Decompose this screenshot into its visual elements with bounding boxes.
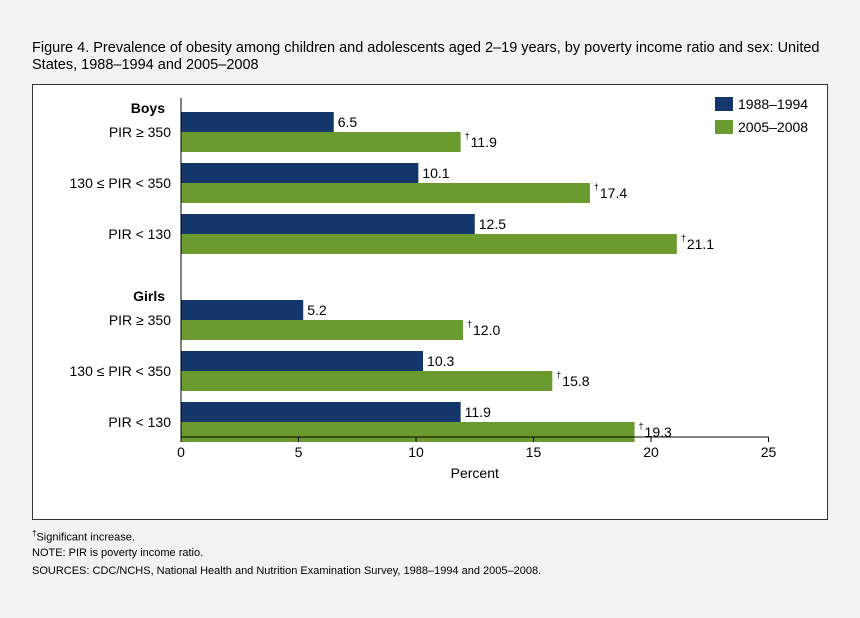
x-tick-label: 0	[177, 444, 185, 460]
significance-mark: †	[467, 319, 472, 329]
bar-series1	[181, 351, 424, 371]
significance-mark: †	[681, 233, 686, 243]
data-label: 21.1	[687, 236, 714, 252]
bar-series2	[181, 234, 677, 254]
x-axis-title: Percent	[451, 465, 499, 481]
category-label: PIR ≥ 350	[109, 124, 171, 140]
legend-label: 2005–2008	[738, 119, 808, 135]
footnote-sources: SOURCES: CDC/NCHS, National Health and N…	[32, 565, 542, 577]
data-label: 6.5	[338, 114, 358, 130]
footnote-significance-text: Significant increase.	[36, 531, 135, 544]
data-label: 10.3	[427, 353, 454, 369]
legend-swatch	[715, 120, 733, 134]
x-tick-label: 15	[526, 444, 542, 460]
significance-mark: †	[556, 370, 561, 380]
category-label: PIR ≥ 350	[109, 312, 171, 328]
footnote-note: NOTE: PIR is poverty income ratio.	[32, 547, 204, 559]
x-tick-label: 5	[295, 444, 303, 460]
footnote-significance: †Significant increase.	[32, 529, 135, 544]
bar-series1	[181, 163, 419, 183]
significance-mark: †	[594, 182, 599, 192]
data-label: 11.9	[471, 134, 497, 150]
data-label: 11.9	[465, 404, 491, 420]
x-tick-label: 20	[643, 444, 659, 460]
bar-series2	[181, 183, 590, 203]
bar-series2	[181, 132, 461, 152]
bar-series1	[181, 300, 304, 320]
data-label: 15.8	[562, 373, 589, 389]
dagger-mark: †	[32, 529, 37, 538]
bar-series2	[181, 320, 463, 340]
chart-title: Figure 4. Prevalence of obesity among ch…	[32, 40, 820, 73]
data-label: 12.0	[473, 322, 500, 338]
data-label: 12.5	[479, 216, 506, 232]
bar-series1	[181, 112, 334, 132]
x-tick-label: 10	[408, 444, 424, 460]
x-tick-label: 25	[761, 444, 777, 460]
data-label: 10.1	[422, 165, 449, 181]
significance-mark: †	[465, 131, 470, 141]
category-label: 130 ≤ PIR < 350	[70, 175, 172, 191]
data-label: 19.3	[645, 424, 672, 440]
category-label: 130 ≤ PIR < 350	[70, 363, 172, 379]
bar-series1	[181, 214, 475, 234]
group-label-girls: Girls	[133, 288, 165, 304]
group-label-boys: Boys	[131, 100, 165, 116]
bar-series1	[181, 402, 461, 422]
category-label: PIR < 130	[108, 226, 171, 242]
legend-swatch	[715, 97, 733, 111]
data-label: 17.4	[600, 185, 627, 201]
category-label: PIR < 130	[108, 414, 171, 430]
significance-mark: †	[639, 421, 644, 431]
legend-label: 1988–1994	[738, 96, 808, 112]
bar-series2	[181, 371, 553, 391]
chart-frame: Boys PIR ≥ 350 6.5 † 11.9 130 ≤ PIR < 350 10.1…	[32, 84, 828, 520]
bar-series2	[181, 422, 635, 442]
data-label: 5.2	[307, 302, 327, 318]
